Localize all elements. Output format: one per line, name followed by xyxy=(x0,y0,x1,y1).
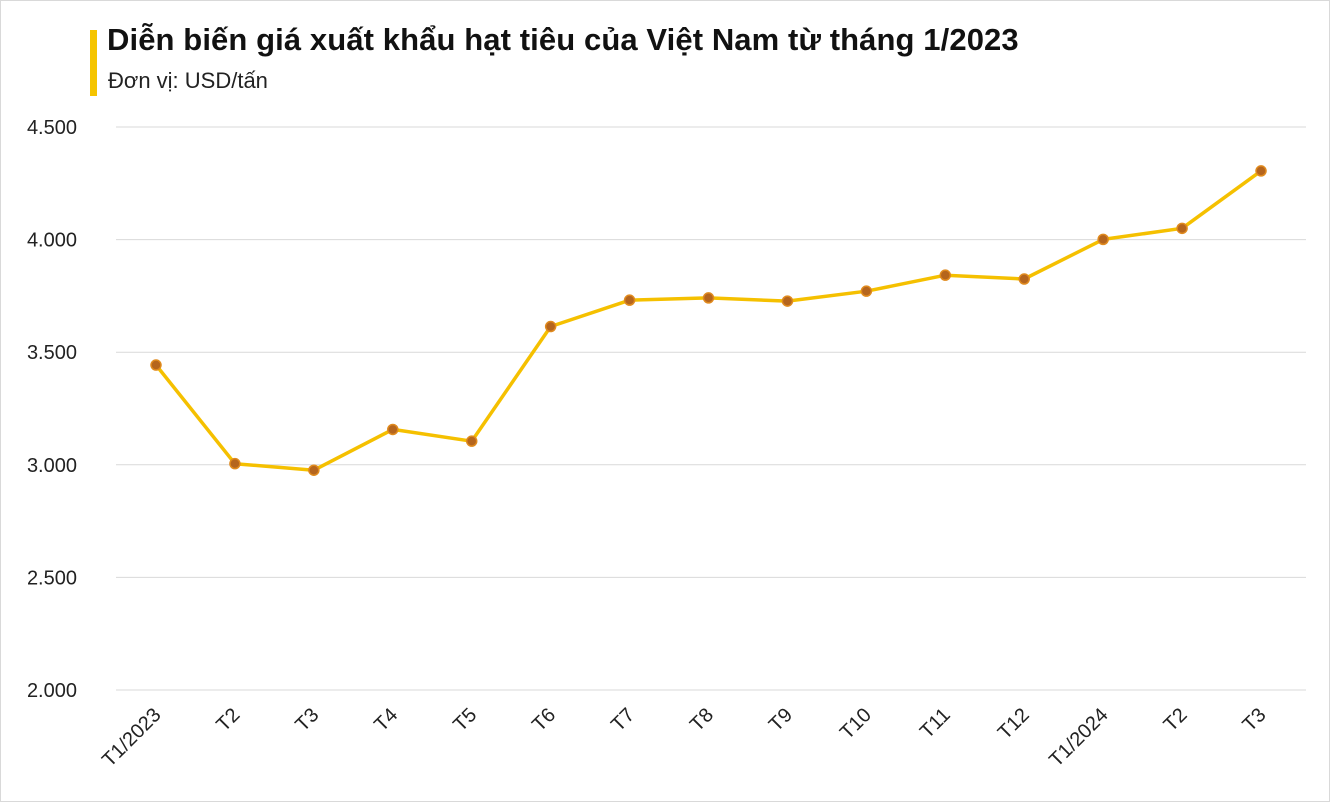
x-tick-label: T11 xyxy=(916,704,955,743)
data-point xyxy=(1255,165,1267,177)
y-tick-label: 3.000 xyxy=(27,455,77,477)
data-point xyxy=(1097,233,1109,246)
x-tick-label: T6 xyxy=(528,704,560,736)
y-axis-ticks: 2.000 2.500 3.000 3.500 4.000 4.500 xyxy=(27,117,77,702)
y-tick-label: 2.500 xyxy=(27,567,77,589)
x-tick-label: T4 xyxy=(370,704,402,736)
x-tick-label: T12 xyxy=(994,704,1034,744)
data-point xyxy=(308,464,320,476)
y-tick-label: 3.500 xyxy=(27,342,77,364)
gridlines xyxy=(116,126,1306,691)
data-point xyxy=(781,295,794,307)
x-tick-label: T2 xyxy=(212,704,244,736)
x-tick-label: T1/2023 xyxy=(98,704,165,771)
data-point xyxy=(544,320,557,333)
y-tick-label: 4.500 xyxy=(27,117,77,139)
data-point xyxy=(1018,273,1030,285)
data-points xyxy=(150,165,1267,476)
data-point xyxy=(150,359,162,371)
x-tick-label: T1/2024 xyxy=(1045,704,1112,771)
x-tick-label: T3 xyxy=(291,704,323,736)
data-point xyxy=(465,435,478,447)
x-tick-label: T2 xyxy=(1160,704,1192,736)
data-point xyxy=(387,423,399,436)
x-tick-label: T9 xyxy=(765,704,797,736)
data-point xyxy=(860,285,873,297)
x-tick-label: T3 xyxy=(1238,704,1270,736)
chart-subtitle: Đơn vị: USD/tấn xyxy=(108,68,268,93)
x-tick-label: T7 xyxy=(607,704,639,736)
data-point xyxy=(939,269,952,281)
y-tick-label: 4.000 xyxy=(27,230,77,252)
x-tick-label: T10 xyxy=(836,704,876,744)
x-tick-label: T5 xyxy=(449,704,481,736)
x-tick-label: T8 xyxy=(686,704,718,736)
y-tick-label: 2.000 xyxy=(27,680,77,702)
chart-title: Diễn biến giá xuất khẩu hạt tiêu của Việ… xyxy=(107,22,1019,57)
data-point xyxy=(623,294,636,306)
series-line-layer xyxy=(154,169,1263,472)
data-point xyxy=(1176,222,1188,235)
data-point xyxy=(702,292,715,304)
series-line xyxy=(154,169,1263,472)
title-accent-bar xyxy=(90,30,97,96)
x-axis-ticks: T1/2023 T2 T3 T4 T5 T6 T7 T8 T9 T10 T11 T12 T1/2024 T… xyxy=(98,704,1270,771)
data-point xyxy=(229,457,241,470)
